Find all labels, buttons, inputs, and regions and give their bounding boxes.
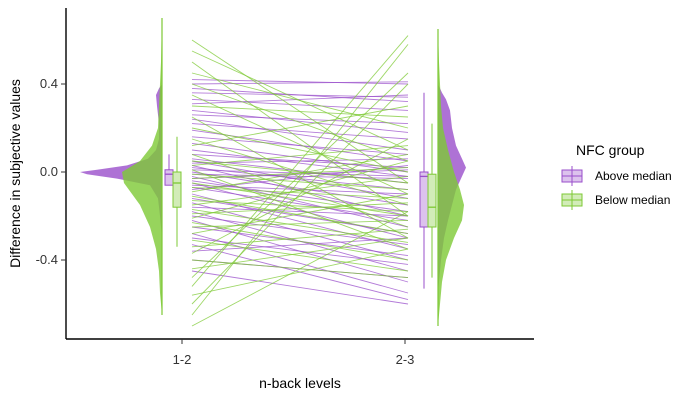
paired-line — [191, 175, 409, 206]
x-tick-label: 1-2 — [173, 352, 192, 367]
box-iqr — [164, 169, 174, 186]
y-tick-label: 0.0 — [40, 164, 58, 179]
ticks-layer: -0.4 0.0 0.4 1-2 2-3 — [36, 76, 415, 367]
paired-line — [191, 94, 409, 105]
density-cloud-below-1-2 — [122, 18, 162, 315]
paired-line — [191, 114, 409, 125]
legend: NFC group Above median Below median — [561, 142, 672, 210]
boxplot-below-1-2 — [172, 136, 182, 247]
paired-line — [191, 222, 409, 261]
paired-line — [191, 248, 409, 296]
box-iqr — [427, 173, 437, 228]
paired-line — [191, 61, 409, 217]
paired-line — [191, 136, 409, 155]
paired-line — [191, 182, 409, 217]
paired-line — [191, 83, 409, 305]
paired-line — [191, 149, 409, 177]
paired-line — [191, 208, 409, 243]
paired-line — [191, 270, 409, 305]
paired-line — [191, 169, 409, 250]
paired-line — [191, 237, 409, 252]
x-axis-title: n-back levels — [259, 375, 341, 391]
paired-line — [191, 211, 409, 327]
legend-title: NFC group — [576, 142, 645, 158]
paired-line — [191, 142, 409, 173]
paired-line — [191, 160, 409, 219]
paired-line — [191, 202, 409, 215]
density-cloud-below-2-3 — [438, 29, 464, 326]
paired-line — [191, 72, 409, 278]
paired-line — [191, 182, 409, 239]
paired-line — [191, 186, 409, 199]
paired-lines-layer — [191, 35, 409, 327]
legend-key-above-median — [561, 166, 583, 186]
y-tick-label: 0.4 — [40, 76, 58, 91]
paired-line — [191, 175, 409, 228]
box-iqr — [419, 171, 429, 228]
paired-line — [191, 81, 409, 85]
paired-line — [191, 138, 409, 254]
paired-line — [191, 94, 409, 195]
boxplot-below-2-3 — [427, 123, 437, 278]
box-iqr — [172, 171, 182, 208]
paired-line — [191, 44, 409, 316]
paired-line — [191, 83, 409, 162]
x-tick-label: 2-3 — [396, 352, 415, 367]
paired-line — [191, 79, 409, 85]
paired-line — [191, 123, 409, 140]
paired-line — [191, 160, 409, 184]
paired-line — [191, 219, 409, 228]
paired-line — [191, 105, 409, 147]
paired-line — [191, 237, 409, 270]
paired-line — [191, 153, 409, 193]
paired-line — [191, 145, 409, 166]
paired-line — [191, 98, 409, 111]
boxplot-above-1-2 — [164, 154, 174, 186]
paired-line — [191, 72, 409, 129]
legend-label-above-median: Above median — [595, 169, 672, 183]
paired-line — [191, 118, 409, 151]
legend-label-below-median: Below median — [595, 193, 670, 207]
y-axis-title: Difference in subjective values — [7, 79, 23, 268]
y-tick-label: -0.4 — [36, 252, 58, 267]
paired-line — [191, 237, 409, 265]
legend-key-below-median — [561, 190, 583, 210]
paired-line — [191, 193, 409, 235]
paired-line — [191, 127, 409, 173]
paired-line — [191, 200, 409, 213]
paired-line — [191, 116, 409, 239]
paired-line — [191, 35, 409, 287]
paired-line — [191, 105, 409, 118]
density-clouds-layer — [80, 18, 466, 326]
paired-line — [191, 109, 409, 133]
boxplot-above-2-3 — [419, 92, 429, 289]
boxplots-layer — [164, 92, 437, 289]
paired-line — [191, 239, 409, 272]
axes — [65, 8, 534, 340]
